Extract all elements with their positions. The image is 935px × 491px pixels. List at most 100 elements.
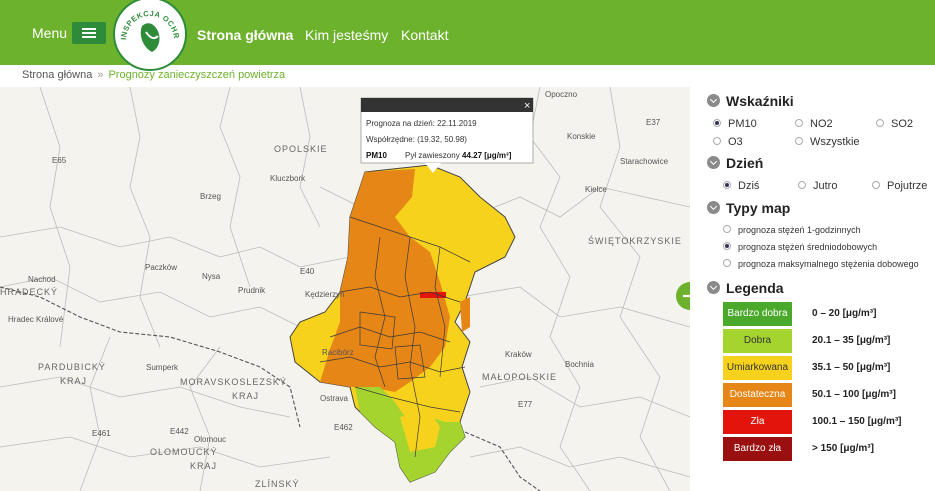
legend-color-text: Zła: [750, 416, 765, 427]
map-label: Paczków: [145, 263, 177, 272]
legend-color: Zła: [723, 410, 792, 434]
radio-button[interactable]: [795, 119, 803, 127]
section-title[interactable]: Wskaźniki: [707, 93, 794, 109]
section-title[interactable]: Typy map: [707, 200, 790, 216]
map-label: E65: [52, 156, 67, 165]
map-label: Brzeg: [200, 192, 221, 201]
radio-option[interactable]: NO2: [795, 118, 833, 130]
legend-color-text: Bardzo zła: [733, 443, 782, 454]
map-label: Prudnik: [238, 286, 266, 295]
border: [599, 87, 671, 491]
radio-option[interactable]: Dziś: [723, 180, 759, 192]
radio-option[interactable]: prognoza stężeń średniodobowych: [723, 242, 877, 252]
legend-range: 35.1 – 50 [μg/m³]: [812, 356, 890, 380]
section-title-text: Wskaźniki: [726, 93, 794, 109]
border: [464, 431, 541, 491]
popup-header: [361, 98, 533, 112]
radio-button[interactable]: [713, 119, 721, 127]
map-label: E461: [92, 429, 111, 438]
border: [394, 344, 426, 380]
map-label: E40: [300, 267, 315, 276]
legend-range: 0 – 20 [μg/m³]: [812, 302, 876, 326]
map[interactable]: Opoczno Konskie E37 OPOLSKIE Kluczbork B…: [0, 87, 690, 491]
section-title[interactable]: Legenda: [707, 280, 784, 296]
radio-button[interactable]: [876, 119, 884, 127]
radio-option[interactable]: Pojutrze: [872, 180, 927, 192]
radio-option[interactable]: PM10: [713, 118, 757, 130]
map-label: Ostrava: [320, 394, 349, 403]
chevron-icon: [707, 281, 720, 294]
radio-option[interactable]: O3: [713, 136, 743, 148]
map-label: KRAJ: [232, 391, 259, 401]
radio-button[interactable]: [872, 181, 880, 189]
map-label: E77: [518, 400, 533, 409]
chevron-icon: [707, 156, 720, 169]
map-label: OPOLSKIE: [274, 144, 328, 154]
border: [299, 87, 321, 228]
border: [0, 276, 341, 338]
radio-option[interactable]: SO2: [876, 118, 913, 130]
map-label: ŚWIĘTOKRZYSKIE: [588, 235, 682, 246]
radio-button[interactable]: [713, 137, 721, 145]
radio-button[interactable]: [723, 259, 731, 267]
popup-value: 44.27 [μg/m³]: [462, 151, 512, 160]
nav-link[interactable]: Strona główna: [197, 27, 294, 43]
radio-label: prognoza stężeń średniodobowych: [738, 242, 878, 252]
chevron-icon: [707, 94, 720, 107]
border: [39, 87, 71, 348]
map-label: Kielce: [585, 185, 607, 194]
border: [0, 376, 291, 418]
border: [404, 236, 421, 458]
legend-color: Dobra: [723, 329, 792, 353]
nav-link[interactable]: Kontakt: [401, 27, 449, 43]
legend-color-text: Dostateczna: [729, 389, 786, 400]
map-label: Konskie: [567, 132, 596, 141]
legend-color: Umiarkowana: [723, 356, 792, 380]
menu-button[interactable]: [72, 22, 106, 44]
breadcrumb-link[interactable]: Strona główna: [22, 69, 93, 81]
border: [219, 87, 251, 288]
map-labels: Opoczno Konskie E37 OPOLSKIE Kluczbork B…: [0, 90, 682, 489]
border: [339, 286, 461, 303]
radio-label: prognoza maksymalnego stężenia dobowego: [738, 259, 919, 269]
menu-label: Menu: [32, 25, 68, 41]
border: [529, 87, 591, 491]
radio-option[interactable]: Wszystkie: [795, 136, 860, 148]
legend-range-text: 0 – 20 [μg/m³]: [812, 308, 877, 319]
legend-range: 100.1 – 150 [μg/m³]: [812, 410, 902, 434]
legend-color-text: Dobra: [743, 335, 772, 346]
radio-option[interactable]: prognoza stężeń 1-godzinnych: [723, 225, 861, 235]
header: Menu INSPEKCJA OCHRONY ŚRODOWISKA Strona…: [0, 0, 935, 71]
radio-label: Dziś: [738, 180, 760, 192]
border: [434, 246, 446, 378]
section-title[interactable]: Dzień: [707, 155, 763, 171]
nav-link[interactable]: Kim jesteśmy: [305, 27, 389, 43]
border: [129, 87, 161, 348]
radio-button[interactable]: [723, 242, 731, 250]
border: [319, 356, 466, 373]
popup-pointer: [425, 163, 441, 173]
border: [459, 286, 690, 328]
map-label: OLOMOUCKÝ: [150, 447, 218, 457]
radio-button[interactable]: [723, 181, 731, 189]
map-label: Opoczno: [545, 90, 578, 99]
radio-option[interactable]: prognoza maksymalnego stężenia dobowego: [723, 259, 919, 269]
map-label: Nysa: [202, 272, 221, 281]
logo: INSPEKCJA OCHRONY ŚRODOWISKA: [112, 0, 187, 71]
region-moderate: [400, 412, 440, 452]
radio-option[interactable]: Jutro: [798, 180, 837, 192]
region-sufficient: [460, 297, 470, 332]
radio-button[interactable]: [723, 225, 731, 233]
border: [329, 326, 451, 343]
radio-button[interactable]: [795, 137, 803, 145]
radio-label: Wszystkie: [810, 136, 860, 148]
radio-button[interactable]: [798, 181, 806, 189]
popup-close[interactable]: ×: [524, 100, 530, 112]
legend-range-text: 20.1 – 35 [μg/m³]: [812, 335, 891, 346]
legend-color: Bardzo zła: [723, 437, 792, 461]
map-label: Bochnia: [565, 360, 594, 369]
map-label: E37: [646, 118, 661, 127]
legend-range: > 150 [μg/m³]: [812, 437, 874, 461]
map-borders: [0, 87, 690, 491]
